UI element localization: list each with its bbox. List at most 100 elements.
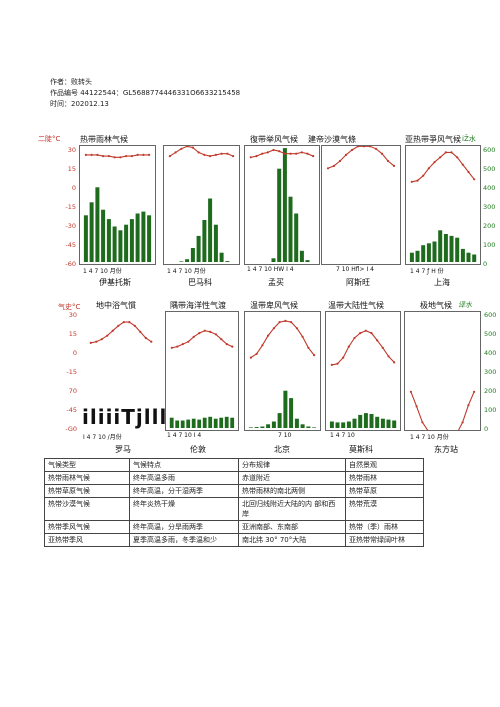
temperature-point xyxy=(220,152,223,155)
precip-bar xyxy=(129,219,134,262)
axis-tick-label: 400 xyxy=(484,349,497,357)
axis-tick-label: 0 xyxy=(483,260,488,268)
temperature-point xyxy=(117,324,120,327)
axis-tick-label: 500 xyxy=(484,330,497,338)
city-iquitos: 伊基托斯 xyxy=(99,278,131,287)
temperature-point xyxy=(148,153,151,156)
precip-bar xyxy=(305,260,310,262)
table-cell: 南北纬 30° 70°大陆 xyxy=(238,533,346,547)
temperature-point xyxy=(96,153,99,156)
row1-temp-unit: 二陡°C xyxy=(38,135,61,143)
temperature-point xyxy=(278,150,281,153)
temperature-point xyxy=(415,405,418,408)
temperature-point xyxy=(130,155,133,158)
temperature-point xyxy=(473,178,476,181)
axis-tick-label: 400 xyxy=(483,184,496,192)
temperature-point xyxy=(89,341,92,344)
chart-iquitos xyxy=(79,145,156,265)
precip-bar xyxy=(197,419,202,428)
temperature-point xyxy=(113,156,116,159)
temperature-point xyxy=(214,333,217,336)
temperature-point xyxy=(362,146,366,148)
chart-vostok xyxy=(404,311,481,431)
chart-shanghai xyxy=(405,145,481,265)
axis-tick-label: 300 xyxy=(484,368,497,376)
header-cell: 自然景观 xyxy=(345,458,424,472)
temperature-point xyxy=(313,354,316,357)
temperature-line xyxy=(171,330,233,349)
temperature-point xyxy=(295,152,298,155)
table-row: 亚热带季风 夏季高温多雨，冬季温和少 南北纬 30° 70°大陆 亚热带常绿阔叶… xyxy=(44,533,424,547)
axis-tick-label: 200 xyxy=(484,387,497,395)
temperature-point xyxy=(326,167,330,170)
row1-xlabel-2: 1 4 7 10 月份 xyxy=(167,268,206,275)
temperature-point xyxy=(203,153,206,156)
table-cell: 夏季高温多雨，冬季温和少 xyxy=(129,533,239,547)
temperature-point xyxy=(330,363,333,366)
city-bamako: 巴马科 xyxy=(188,278,212,287)
row1-xlabel-5: 1 4 7 ƒ H 份 xyxy=(410,268,444,275)
precip-bar xyxy=(225,261,230,262)
temperature-point xyxy=(102,155,105,158)
temperature-point xyxy=(392,164,396,167)
axis-tick-label: 100 xyxy=(484,406,497,414)
table-cell: 热带草原 xyxy=(345,484,424,498)
precip-bar xyxy=(248,427,253,428)
row1-type-2: 復带举风气候 xyxy=(250,135,298,144)
row2-type-1: 地中浴气慣 xyxy=(96,301,136,310)
table-cell: 赤道附近 xyxy=(238,471,346,485)
row2-precip-unit: 译水 xyxy=(458,301,472,309)
precip-bar xyxy=(386,419,391,428)
precip-bar xyxy=(426,243,431,262)
temperature-line xyxy=(169,146,234,157)
temperature-point xyxy=(111,329,114,332)
table-row: 热带沙漠气候 终年炎热干燥 北回归线附近大陆的内 部和西岸 热带荒漠 xyxy=(44,497,424,521)
chart-bamako xyxy=(163,145,240,265)
temperature-point xyxy=(272,148,275,152)
axis-tick-label: 15 xyxy=(67,165,76,173)
row2-xlabel-1: I 4 7 10 /月份 xyxy=(83,434,122,441)
precip-bar xyxy=(346,421,351,428)
temperature-point xyxy=(416,179,419,182)
city-moscow: 莫斯科 xyxy=(349,445,373,454)
precip-bar xyxy=(185,259,190,262)
precip-bar xyxy=(392,420,397,428)
table-cell: 热带雨林的南北两侧 xyxy=(238,484,346,498)
precip-bar xyxy=(208,198,213,262)
precip-bar xyxy=(213,224,218,262)
temperature-point xyxy=(421,421,424,424)
temperature-point xyxy=(220,338,223,341)
temperature-line xyxy=(327,146,395,169)
temperature-point xyxy=(125,155,128,158)
table-cell: 终年高温，分旱雨两季 xyxy=(129,520,239,534)
temperature-point xyxy=(370,332,373,335)
precip-bar xyxy=(186,419,191,428)
table-cell: 热带季风气候 xyxy=(44,520,130,534)
temperature-point xyxy=(295,327,298,330)
time-line: 时间：202012.13 xyxy=(50,100,109,108)
temperature-point xyxy=(374,147,378,150)
temperature-point xyxy=(444,151,447,154)
precip-bar xyxy=(421,245,426,262)
temperature-point xyxy=(353,336,356,340)
temperature-point xyxy=(225,343,228,346)
temperature-point xyxy=(209,330,212,333)
precip-bar xyxy=(135,213,140,262)
temperature-point xyxy=(393,361,396,364)
city-rome: 罗马 xyxy=(115,445,131,454)
temperature-point xyxy=(347,345,350,348)
table-cell: 终年高温，分干湿两季 xyxy=(129,484,239,498)
temperature-point xyxy=(336,362,339,365)
precip-bar xyxy=(202,417,207,428)
temperature-point xyxy=(191,146,194,149)
precip-bar xyxy=(283,390,288,428)
climate-table: 气候类型 气候特点 分布规律 自然景观 热带雨林气候 终年高温多雨 赤道附近 热… xyxy=(44,458,424,547)
temperature-point xyxy=(139,330,142,333)
precip-bar xyxy=(335,422,340,428)
precip-bar xyxy=(180,420,185,428)
temperature-point xyxy=(368,146,372,148)
axis-tick-label: 0 xyxy=(72,349,77,357)
temperature-point xyxy=(197,151,200,154)
temperature-point xyxy=(456,156,459,159)
chart-moscow xyxy=(325,311,401,431)
